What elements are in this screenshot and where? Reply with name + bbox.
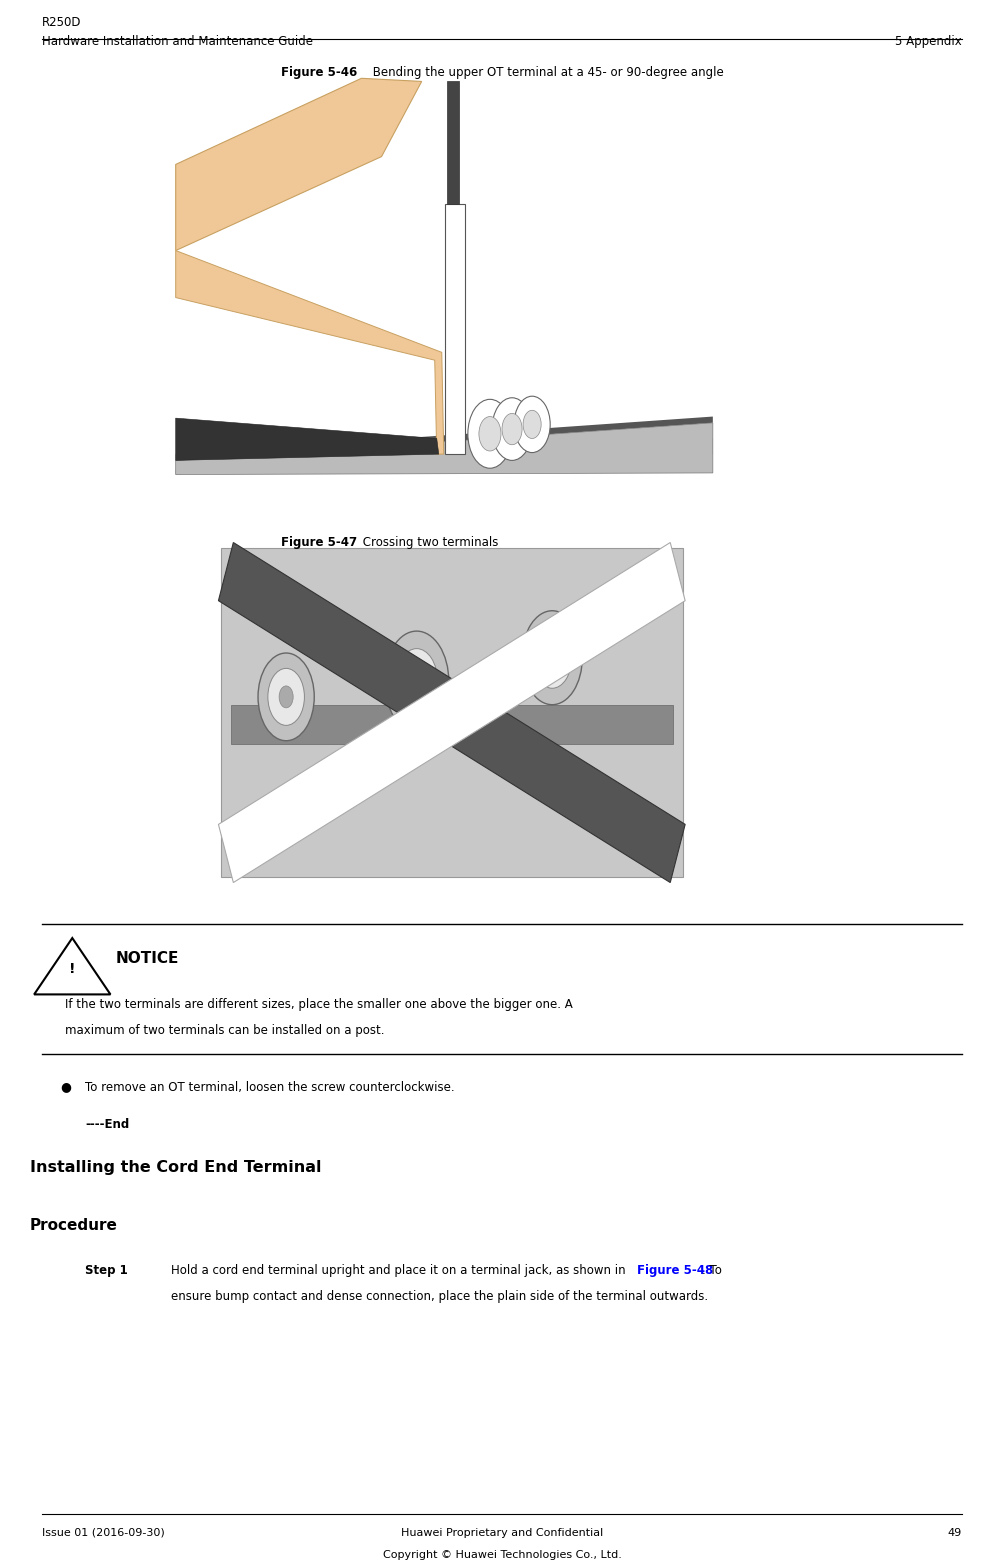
Text: If the two terminals are different sizes, place the smaller one above the bigger: If the two terminals are different sizes… [65, 998, 573, 1010]
Text: Issue 01 (2016-09-30): Issue 01 (2016-09-30) [42, 1528, 164, 1538]
Circle shape [279, 686, 293, 708]
Text: Huawei Proprietary and Confidential: Huawei Proprietary and Confidential [400, 1528, 603, 1538]
Text: 5 Appendix: 5 Appendix [895, 34, 961, 49]
Text: Figure 5-47: Figure 5-47 [281, 536, 357, 548]
Circle shape [258, 653, 314, 741]
Polygon shape [176, 423, 712, 474]
Circle shape [268, 669, 304, 725]
Text: ----End: ----End [85, 1118, 129, 1131]
Circle shape [395, 648, 437, 714]
Text: NOTICE: NOTICE [115, 951, 179, 966]
Bar [221, 548, 682, 877]
Bar [446, 81, 458, 204]
Circle shape [532, 626, 572, 687]
Text: . To: . To [702, 1264, 721, 1276]
Text: Figure 5-46: Figure 5-46 [281, 66, 357, 78]
Circle shape [478, 417, 500, 451]
Bar [231, 705, 672, 744]
Polygon shape [176, 251, 443, 454]
Circle shape [491, 398, 532, 460]
Polygon shape [176, 78, 421, 251]
Text: Step 1: Step 1 [85, 1264, 128, 1276]
Polygon shape [34, 938, 110, 994]
Circle shape [408, 669, 424, 694]
Circle shape [502, 413, 522, 445]
Circle shape [545, 645, 560, 670]
Text: Figure 5-48: Figure 5-48 [636, 1264, 712, 1276]
Text: Copyright © Huawei Technologies Co., Ltd.: Copyright © Huawei Technologies Co., Ltd… [382, 1550, 621, 1560]
Circle shape [522, 611, 582, 705]
Text: ensure bump contact and dense connection, place the plain side of the terminal o: ensure bump contact and dense connection… [171, 1290, 707, 1303]
Polygon shape [176, 438, 712, 474]
Text: Procedure: Procedure [30, 1218, 118, 1234]
Text: Installing the Cord End Terminal: Installing the Cord End Terminal [30, 1160, 321, 1176]
Polygon shape [176, 418, 438, 460]
Text: To remove an OT terminal, loosen the screw counterclockwise.: To remove an OT terminal, loosen the scr… [85, 1081, 454, 1093]
Bar [165, 78, 722, 478]
Circle shape [384, 631, 448, 731]
Polygon shape [219, 542, 684, 883]
Circle shape [467, 399, 512, 468]
Circle shape [523, 410, 541, 438]
Polygon shape [176, 417, 712, 460]
Text: 49: 49 [947, 1528, 961, 1538]
Text: maximum of two terminals can be installed on a post.: maximum of two terminals can be installe… [65, 1024, 384, 1037]
Text: !: ! [69, 963, 75, 976]
Polygon shape [219, 542, 684, 883]
Text: Bending the upper OT terminal at a 45- or 90-degree angle: Bending the upper OT terminal at a 45- o… [369, 66, 723, 78]
Text: Crossing two terminals: Crossing two terminals [359, 536, 498, 548]
Text: Hold a cord end terminal upright and place it on a terminal jack, as shown in: Hold a cord end terminal upright and pla… [171, 1264, 629, 1276]
Text: R250D: R250D [42, 16, 81, 30]
Text: ●: ● [60, 1081, 71, 1093]
Bar [444, 204, 464, 454]
Circle shape [514, 396, 550, 453]
Text: Hardware Installation and Maintenance Guide: Hardware Installation and Maintenance Gu… [42, 34, 313, 49]
